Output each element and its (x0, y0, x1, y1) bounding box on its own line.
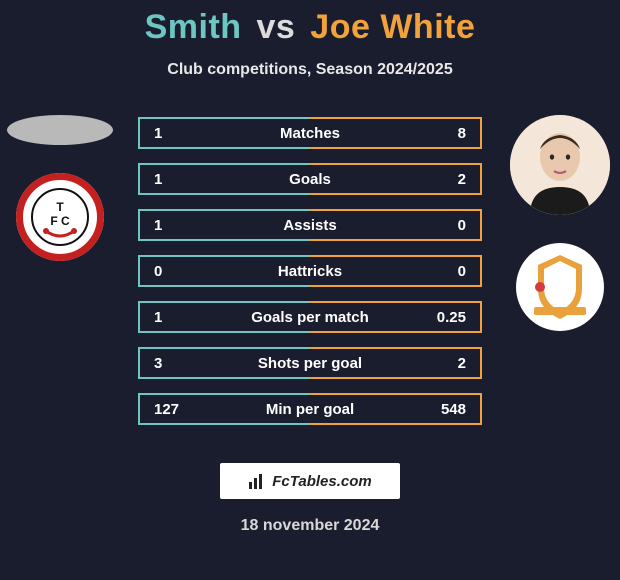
stat-label: Assists (200, 217, 420, 234)
bars-icon (248, 472, 266, 490)
stat-row: 127Min per goal548 (138, 393, 482, 425)
stat-row: 0Hattricks0 (138, 255, 482, 287)
page-title: Smith vs Joe White (0, 0, 620, 47)
fleetwood-badge-icon: T F C (16, 173, 104, 261)
stat-value-right: 0 (420, 263, 466, 280)
mkdons-badge-icon (516, 243, 604, 331)
stat-row: 1Matches8 (138, 117, 482, 149)
stat-value-left: 1 (154, 217, 200, 234)
stat-value-right: 0.25 (420, 309, 466, 326)
stat-value-right: 8 (420, 125, 466, 142)
stat-value-right: 548 (420, 401, 466, 418)
stat-value-left: 1 (154, 309, 200, 326)
stat-value-right: 2 (420, 171, 466, 188)
comparison-panel: T F C (0, 115, 620, 435)
stat-label: Shots per goal (200, 355, 420, 372)
svg-text:F C: F C (50, 214, 70, 228)
stat-value-left: 1 (154, 125, 200, 142)
player-right-column (500, 115, 620, 331)
player-right-avatar (510, 115, 610, 215)
stat-row: 1Assists0 (138, 209, 482, 241)
stat-label: Matches (200, 125, 420, 142)
stat-rows: 1Matches81Goals21Assists00Hattricks01Goa… (138, 117, 482, 425)
title-player2: Joe White (310, 8, 475, 46)
svg-text:T: T (56, 200, 64, 214)
stat-row: 3Shots per goal2 (138, 347, 482, 379)
stat-value-right: 2 (420, 355, 466, 372)
stat-value-left: 0 (154, 263, 200, 280)
title-vs: vs (257, 8, 296, 46)
player-left-club-logo: T F C (16, 173, 104, 261)
player-silhouette-icon (510, 115, 610, 215)
stat-label: Min per goal (200, 401, 420, 418)
stat-label: Goals per match (200, 309, 420, 326)
stat-value-right: 0 (420, 217, 466, 234)
footer-date: 18 november 2024 (0, 517, 620, 535)
subtitle: Club competitions, Season 2024/2025 (0, 61, 620, 79)
stat-row: 1Goals per match0.25 (138, 301, 482, 333)
brand-logo: FcTables.com (220, 463, 400, 499)
stat-value-left: 1 (154, 171, 200, 188)
stat-label: Goals (200, 171, 420, 188)
brand-text: FcTables.com (272, 473, 371, 490)
player-left-avatar (7, 115, 113, 145)
stat-value-left: 127 (154, 401, 200, 418)
player-right-club-logo (516, 243, 604, 331)
player-left-column: T F C (0, 115, 120, 261)
title-player1: Smith (145, 8, 242, 46)
stat-row: 1Goals2 (138, 163, 482, 195)
stat-label: Hattricks (200, 263, 420, 280)
stat-value-left: 3 (154, 355, 200, 372)
